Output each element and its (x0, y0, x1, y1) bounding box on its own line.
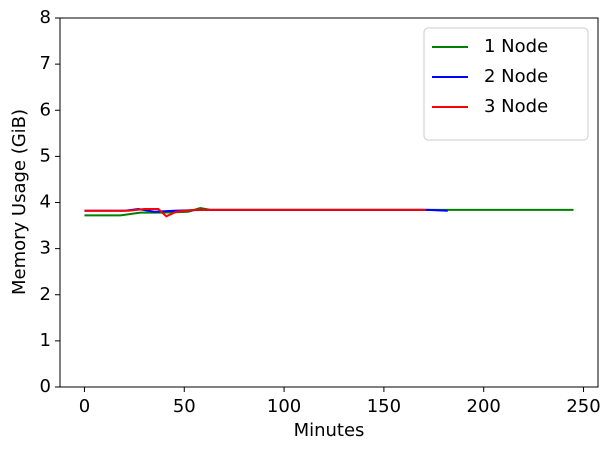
y-tick-label: 1 (40, 330, 51, 351)
y-tick-label: 8 (40, 7, 51, 28)
y-tick-label: 5 (40, 145, 51, 166)
y-tick-label: 4 (40, 192, 51, 213)
x-tick-label: 200 (467, 396, 501, 417)
x-tick-label: 50 (173, 396, 196, 417)
y-tick-label: 7 (40, 53, 51, 74)
y-tick-label: 6 (40, 99, 51, 120)
legend-label: 1 Node (484, 36, 548, 57)
x-tick-label: 250 (566, 396, 600, 417)
y-tick-label: 2 (40, 284, 51, 305)
plot-frame (59, 17, 599, 388)
legend-label: 3 Node (484, 96, 548, 117)
x-axis-label: Minutes (294, 420, 365, 441)
x-tick-label: 100 (267, 396, 301, 417)
series-line (84, 207, 426, 218)
legend-box (423, 27, 589, 141)
y-tick-label: 0 (40, 376, 51, 397)
y-tick-label: 3 (40, 238, 51, 259)
x-tick-label: 0 (79, 396, 90, 417)
x-tick-label: 150 (367, 396, 401, 417)
legend-label: 2 Node (484, 66, 548, 87)
y-axis-label: Memory Usage (GiB) (9, 109, 30, 295)
